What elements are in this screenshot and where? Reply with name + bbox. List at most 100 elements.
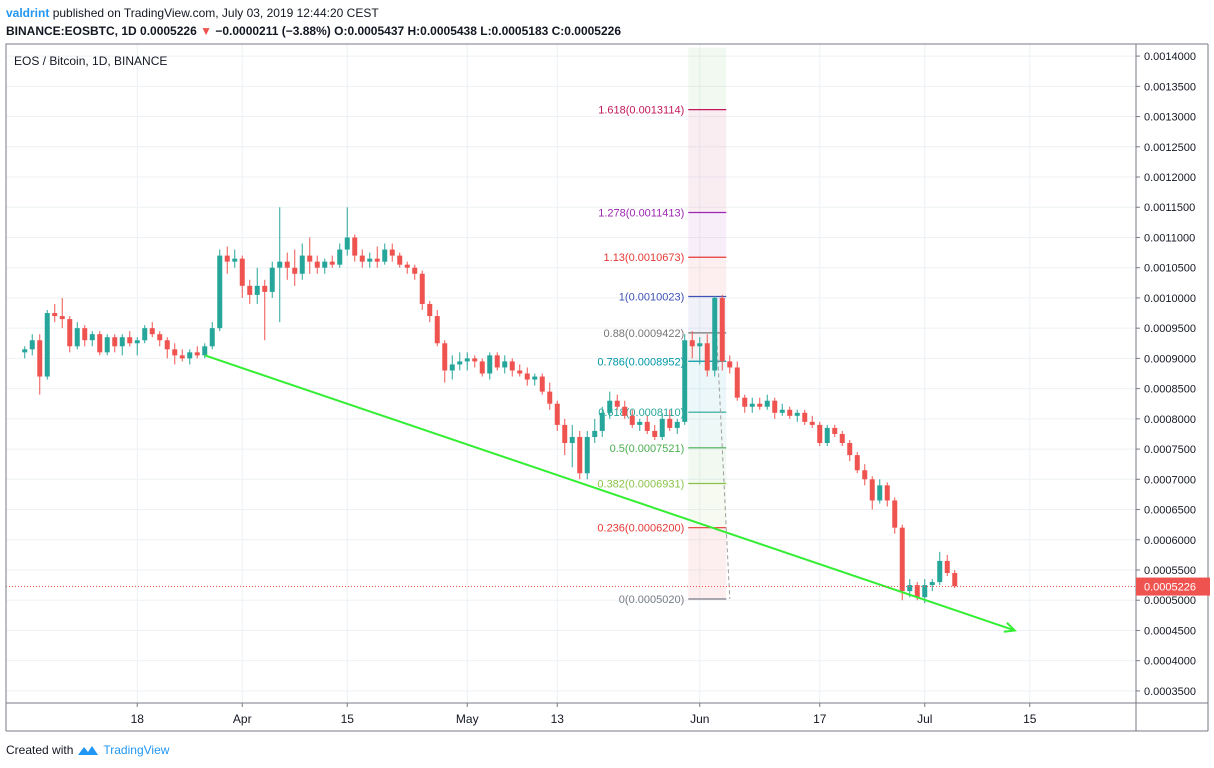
- candle: [772, 397, 778, 419]
- fib-zone: [688, 257, 727, 297]
- plot-border: [5, 43, 1137, 704]
- down-triangle-icon: ▼: [200, 24, 212, 38]
- candle-body: [554, 403, 560, 425]
- candle: [614, 394, 620, 410]
- candle-body: [779, 409, 785, 413]
- trend-arrow-icon: [1003, 622, 1017, 633]
- candle-body: [832, 427, 838, 434]
- candle: [479, 358, 485, 377]
- y-tick-label: 0.0008000: [1144, 414, 1196, 426]
- candles: [22, 207, 958, 604]
- candle-body: [359, 255, 365, 262]
- tradingview-logo-icon: [78, 746, 99, 755]
- fib-level-label: 1(0.0010023): [619, 292, 684, 304]
- candle-body: [539, 376, 545, 392]
- candle-body: [719, 297, 725, 362]
- chart-title: EOS / Bitcoin, 1D, BINANCE: [14, 54, 167, 68]
- candle-body: [569, 436, 575, 444]
- candle: [472, 355, 478, 368]
- y-tick-label: 0.0009500: [1144, 323, 1196, 335]
- candle-body: [884, 485, 890, 501]
- candle-body: [742, 397, 748, 407]
- candle: [569, 424, 575, 468]
- candle-body: [584, 436, 590, 474]
- candle: [689, 331, 695, 359]
- candle: [359, 249, 365, 268]
- y-tick-label: 0.0013000: [1144, 112, 1196, 124]
- fib-level-label: 1.13(0.0010673): [604, 252, 685, 264]
- y-tick-label: 0.0011000: [1144, 232, 1195, 244]
- candle-body: [389, 249, 395, 256]
- candle-body: [629, 415, 635, 425]
- candle: [337, 243, 343, 268]
- candle: [374, 246, 380, 268]
- last-price-label: 0.0005226: [1144, 582, 1196, 594]
- candle: [637, 418, 643, 431]
- candle: [52, 303, 58, 323]
- x-tick-label: Jun: [690, 712, 709, 726]
- candle-body: [464, 358, 470, 362]
- x-tick-label: 15: [341, 712, 355, 726]
- candle: [397, 252, 403, 268]
- x-axis: 18 Apr 15 May 13 Jun 17 Jul 15: [131, 703, 1037, 726]
- fib-zones: [688, 47, 727, 600]
- candle: [442, 340, 448, 383]
- candle-body: [194, 352, 200, 356]
- candle-body: [937, 560, 943, 583]
- candle: [464, 352, 470, 371]
- candle: [22, 346, 28, 359]
- candle-body: [37, 340, 43, 377]
- tradingview-brand[interactable]: TradingView: [103, 743, 170, 757]
- candle: [509, 358, 515, 377]
- chart-header: valdrint published on TradingView.com, J…: [6, 4, 621, 40]
- fib-level-label: 1.278(0.0011413): [598, 207, 684, 219]
- candle-body: [907, 585, 913, 592]
- candle: [89, 331, 95, 347]
- y-tick-label: 0.0009000: [1144, 353, 1196, 365]
- candle: [367, 252, 373, 268]
- candle: [277, 207, 283, 323]
- candle: [97, 331, 103, 356]
- candle-body: [172, 349, 178, 356]
- candle-body: [262, 285, 268, 292]
- candle-body: [697, 343, 703, 347]
- candle-body: [802, 412, 808, 422]
- candle: [284, 252, 290, 280]
- candle: [502, 355, 508, 374]
- candle: [937, 551, 943, 586]
- y-axis: 0.00035000.00040000.00045000.00050000.00…: [1136, 51, 1210, 698]
- y-tick-label: 0.0006000: [1144, 535, 1196, 547]
- y-tick-label: 0.0013500: [1144, 81, 1196, 93]
- candle: [389, 243, 395, 262]
- candle-body: [944, 560, 950, 574]
- candle: [209, 322, 215, 350]
- candle-body: [682, 340, 688, 422]
- candle-body: [547, 391, 553, 404]
- candle-body: [307, 255, 313, 262]
- candle: [764, 394, 770, 410]
- candle: [307, 237, 313, 274]
- candle-body: [224, 255, 230, 262]
- author-name[interactable]: valdrint: [6, 6, 50, 20]
- candle-body: [277, 261, 283, 268]
- candle: [187, 349, 193, 365]
- y-tick-label: 0.0007000: [1144, 474, 1196, 486]
- candle-body: [419, 273, 425, 304]
- candle: [434, 310, 440, 347]
- candle-body: [449, 364, 455, 371]
- candle: [779, 403, 785, 416]
- candle-body: [854, 455, 860, 471]
- candle-body: [44, 313, 50, 377]
- candle: [119, 334, 125, 356]
- candle: [577, 430, 583, 480]
- candle-body: [667, 418, 673, 428]
- candle-body: [232, 258, 238, 262]
- candle: [622, 400, 628, 419]
- candle-body: [674, 421, 680, 428]
- candle-body: [187, 352, 193, 359]
- candle-body: [914, 585, 920, 598]
- candle: [682, 334, 688, 425]
- candle-body: [794, 412, 800, 416]
- publish-line: valdrint published on TradingView.com, J…: [6, 4, 621, 22]
